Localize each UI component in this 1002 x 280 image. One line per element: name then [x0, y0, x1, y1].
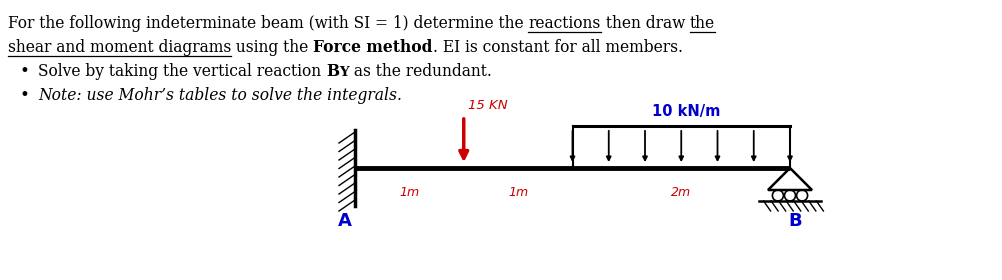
Text: . EI is constant for all members.: . EI is constant for all members.: [433, 39, 683, 56]
Text: 1m: 1m: [400, 186, 420, 199]
Text: 10 kN/m: 10 kN/m: [652, 104, 720, 119]
Text: 2m: 2m: [671, 186, 691, 199]
Text: shear and moment diagrams: shear and moment diagrams: [8, 39, 231, 56]
Text: •: •: [20, 87, 30, 104]
Text: For the following indeterminate beam (with SI = 1) determine the: For the following indeterminate beam (wi…: [8, 15, 528, 32]
Text: Solve by taking the vertical reaction: Solve by taking the vertical reaction: [38, 63, 326, 80]
Text: as the redundant.: as the redundant.: [349, 63, 492, 80]
Text: then draw: then draw: [601, 15, 690, 32]
Text: Force method: Force method: [314, 39, 433, 56]
Text: 15 KN: 15 KN: [468, 99, 507, 112]
Text: Note: use Mohr’s tables to solve the integrals.: Note: use Mohr’s tables to solve the int…: [38, 87, 402, 104]
Text: A: A: [338, 212, 352, 230]
Text: reactions: reactions: [528, 15, 601, 32]
Text: B: B: [326, 63, 339, 80]
Text: 1m: 1m: [508, 186, 528, 199]
Text: using the: using the: [231, 39, 314, 56]
Text: B: B: [789, 212, 802, 230]
Text: •: •: [20, 63, 30, 80]
Text: Y: Y: [339, 66, 349, 79]
Text: the: the: [690, 15, 715, 32]
